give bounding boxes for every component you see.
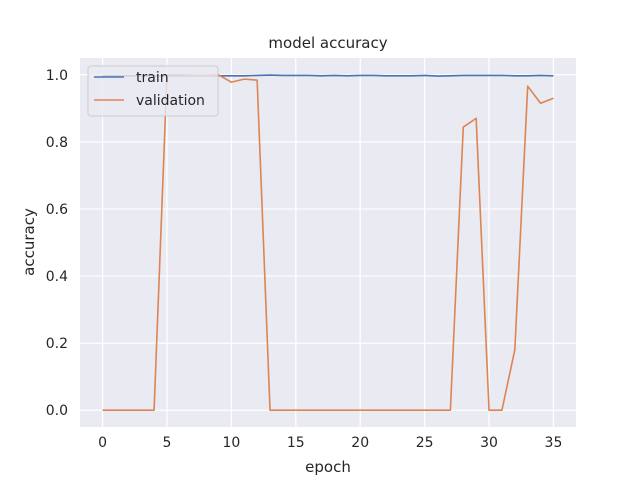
x-axis-label: epoch (305, 458, 351, 476)
x-tick-label: 20 (351, 435, 369, 451)
legend-label-validation: validation (136, 93, 205, 109)
legend-label-train: train (136, 70, 169, 86)
x-ticks: 0 5 10 15 20 25 30 35 (98, 435, 562, 451)
legend: train validation (87, 65, 219, 117)
y-axis-label: accuracy (20, 208, 38, 276)
grid (80, 58, 576, 427)
x-tick-label: 30 (480, 435, 498, 451)
x-tick-label: 15 (287, 435, 305, 451)
x-tick-label: 10 (222, 435, 240, 451)
x-tick-label: 0 (98, 435, 107, 451)
x-tick-label: 25 (416, 435, 434, 451)
legend-box (87, 65, 219, 117)
chart-title: model accuracy (268, 34, 387, 52)
y-tick-label: 1.0 (46, 68, 68, 84)
y-tick-label: 0.4 (46, 269, 68, 285)
y-tick-label: 0.6 (46, 202, 68, 218)
x-tick-label: 5 (163, 435, 172, 451)
y-tick-label: 0.8 (46, 135, 68, 151)
plot-area (80, 58, 576, 427)
y-ticks: 0.0 0.2 0.4 0.6 0.8 1.0 (46, 68, 68, 419)
y-tick-label: 0.2 (46, 336, 68, 352)
x-tick-label: 35 (545, 435, 563, 451)
y-tick-label: 0.0 (46, 403, 68, 419)
